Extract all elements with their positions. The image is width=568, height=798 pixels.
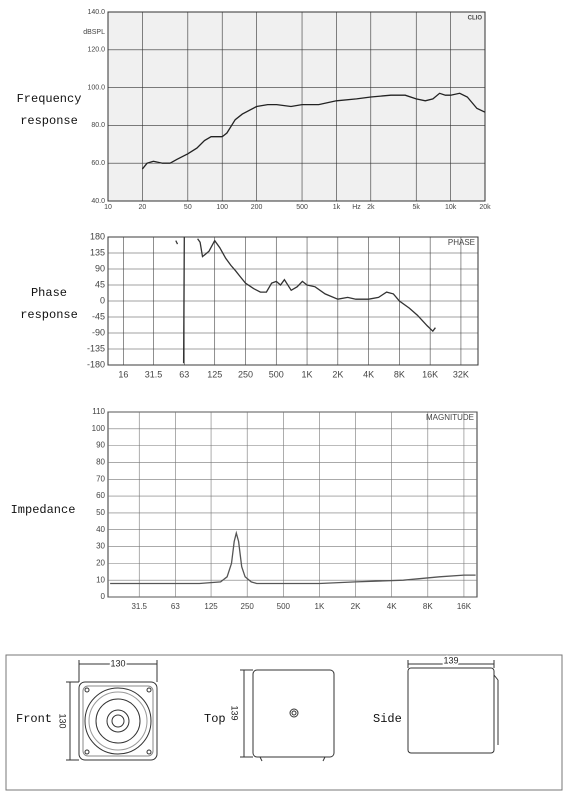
x-unit-label: Hz bbox=[352, 204, 361, 211]
y-tick-label: 30 bbox=[96, 542, 105, 551]
corner-label: PHASE bbox=[448, 238, 475, 247]
x-tick-label: 63 bbox=[171, 602, 180, 611]
x-tick-label: 250 bbox=[238, 369, 253, 379]
chart: 0 10 20 30 40 50 60 70 80 90 100 110 31.5 63 125 250 500… bbox=[92, 407, 478, 611]
x-tick-label: 31.5 bbox=[145, 369, 163, 379]
drawing-frame bbox=[5, 654, 563, 791]
chart-title: Phase response bbox=[20, 286, 78, 322]
front-label: Front bbox=[16, 712, 52, 726]
x-tick-label: 200 bbox=[251, 204, 263, 211]
y-tick-label: 10 bbox=[96, 575, 105, 584]
top-height: 139 bbox=[230, 705, 240, 720]
x-tick-label: 500 bbox=[269, 369, 284, 379]
front-view bbox=[66, 660, 158, 761]
x-tick-label: 2k bbox=[367, 204, 375, 211]
y-tick-label: 0 bbox=[100, 295, 105, 305]
chart-title: Impedance bbox=[10, 503, 76, 517]
x-tick-label: 8K bbox=[394, 369, 405, 379]
x-tick-label: 20k bbox=[479, 204, 491, 211]
y-tick-label: 0 bbox=[101, 592, 106, 601]
x-tick-label: 10k bbox=[445, 204, 457, 211]
x-tick-label: 1k bbox=[333, 204, 341, 211]
x-tick-label: 32K bbox=[453, 369, 469, 379]
x-tick-label: 2K bbox=[351, 602, 361, 611]
y-tick-label: -180 bbox=[87, 359, 105, 369]
corner-label: MAGNITUDE bbox=[426, 413, 474, 422]
x-tick-label: 4K bbox=[387, 602, 397, 611]
x-tick-label: 125 bbox=[204, 602, 218, 611]
y-tick-label: -90 bbox=[92, 327, 105, 337]
x-tick-label: 8K bbox=[423, 602, 433, 611]
y-tick-label: 135 bbox=[90, 247, 105, 257]
x-tick-label: 125 bbox=[207, 369, 222, 379]
x-tick-label: 1K bbox=[315, 602, 325, 611]
side-label: Side bbox=[373, 712, 402, 726]
x-tick-label: 20 bbox=[138, 204, 146, 211]
y-tick-label: 40.0 bbox=[91, 198, 105, 205]
x-tick-label: 5k bbox=[413, 204, 421, 211]
y-tick-label: 80 bbox=[96, 458, 105, 467]
chart-title: Frequency response bbox=[16, 92, 82, 128]
x-tick-label: 16K bbox=[457, 602, 472, 611]
x-tick-label: 1K bbox=[302, 369, 313, 379]
y-tick-label: 60 bbox=[96, 491, 105, 500]
plot-area bbox=[107, 11, 486, 202]
y-tick-label: 45 bbox=[95, 279, 105, 289]
y-tick-label: -135 bbox=[87, 343, 105, 353]
y-tick-label: 110 bbox=[92, 407, 105, 416]
plot-area bbox=[107, 411, 478, 598]
data-line bbox=[141, 92, 486, 170]
x-tick-label: 100 bbox=[216, 204, 228, 211]
y-tick-label: 100 bbox=[92, 424, 106, 433]
front-width: 130 bbox=[110, 658, 125, 668]
top-label: Top bbox=[204, 712, 226, 726]
x-tick-label: 50 bbox=[184, 204, 192, 211]
y-tick-label: -45 bbox=[92, 311, 105, 321]
corner-label: CLIO bbox=[468, 16, 483, 22]
x-tick-label: 63 bbox=[179, 369, 189, 379]
y-tick-label: 90 bbox=[95, 263, 105, 273]
front-height: 130 bbox=[58, 713, 68, 728]
side-view bbox=[407, 660, 499, 754]
y-tick-label: 140.0 bbox=[87, 9, 105, 16]
chart: 180 135 90 45 0 -45 -90 -135 -180 16 31.5 63 125 250 5… bbox=[87, 231, 479, 379]
y-tick-label: 50 bbox=[96, 508, 105, 517]
chart: 40.0 60.0 80.0 100.0 120.0 140.0 10 20 50 100 200 5… bbox=[83, 9, 491, 211]
x-tick-label: 2K bbox=[332, 369, 343, 379]
y-tick-label: 180 bbox=[90, 231, 105, 241]
y-tick-label: 120.0 bbox=[87, 47, 105, 54]
y-tick-label: 60.0 bbox=[91, 160, 105, 167]
x-tick-label: 250 bbox=[241, 602, 255, 611]
y-axis-label: dBSPL bbox=[83, 29, 105, 36]
x-tick-label: 31.5 bbox=[131, 602, 147, 611]
side-width: 139 bbox=[443, 655, 458, 665]
y-tick-label: 70 bbox=[96, 474, 105, 483]
x-tick-label: 4K bbox=[363, 369, 374, 379]
data-line bbox=[175, 236, 436, 364]
y-tick-label: 90 bbox=[96, 441, 105, 450]
data-line bbox=[110, 530, 476, 585]
y-tick-label: 40 bbox=[96, 525, 105, 534]
x-tick-label: 10 bbox=[104, 204, 112, 211]
y-tick-label: 100.0 bbox=[87, 84, 105, 91]
x-tick-label: 16K bbox=[422, 369, 438, 379]
x-tick-label: 16 bbox=[118, 369, 128, 379]
x-tick-label: 500 bbox=[296, 204, 308, 211]
y-tick-label: 80.0 bbox=[91, 122, 105, 129]
y-tick-label: 20 bbox=[96, 558, 105, 567]
x-tick-label: 500 bbox=[277, 602, 291, 611]
top-view bbox=[240, 669, 335, 762]
